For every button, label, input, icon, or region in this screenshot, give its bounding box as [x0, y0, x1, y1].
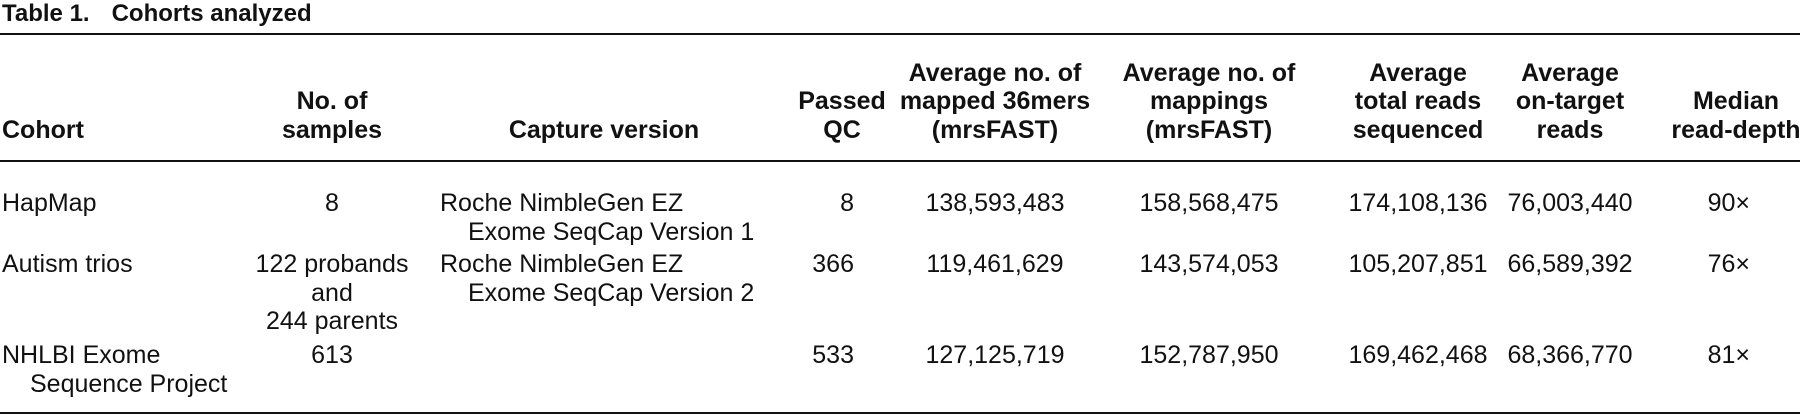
table-cell: 169,462,468	[1348, 341, 1488, 369]
column-header: on-target	[1515, 87, 1625, 116]
table-cell: 81×	[1707, 341, 1750, 369]
table-cell: 66,589,392	[1507, 250, 1633, 278]
table-cell: 613	[311, 341, 353, 369]
column-header: read-depth	[1671, 116, 1800, 144]
table-cell: HapMap	[2, 189, 97, 217]
table-cell: 76×	[1707, 250, 1750, 278]
column-header: reads	[1536, 116, 1604, 144]
column-header: Capture version	[508, 116, 700, 144]
column-header: Average no. of	[908, 58, 1082, 87]
table-cell: Exome SeqCap Version 2	[468, 278, 755, 307]
table-cell: 158,568,475	[1139, 189, 1279, 217]
table-cell: Roche NimbleGen EZ	[440, 189, 684, 217]
table-cell: 8	[325, 189, 339, 217]
table-cell: 152,787,950	[1139, 341, 1279, 369]
table-title: Table 1. Cohorts analyzed	[2, 0, 312, 28]
table-cell: 244 parents	[265, 307, 399, 336]
table-cell: 105,207,851	[1348, 250, 1488, 278]
column-header: Average no. of	[1122, 58, 1296, 87]
bottom-rule	[0, 412, 1800, 414]
column-header: mappings	[1149, 87, 1269, 116]
column-header: mapped 36mers	[899, 87, 1091, 116]
column-header: samples	[281, 116, 383, 144]
column-header: (mrsFAST)	[931, 116, 1059, 144]
table-cell: 8	[840, 189, 854, 217]
column-header: total reads	[1354, 87, 1482, 116]
table-label: Table 1.	[2, 0, 90, 27]
column-header: (mrsFAST)	[1145, 116, 1273, 144]
column-header: QC	[823, 116, 861, 144]
table-cell: 138,593,483	[925, 189, 1065, 217]
column-header: Average	[1369, 58, 1467, 87]
table-cell: 127,125,719	[925, 341, 1065, 369]
column-header: Average	[1521, 58, 1619, 87]
table-cell: Autism trios	[2, 250, 133, 278]
table-cell: 533	[812, 341, 854, 369]
column-header: Median	[1692, 87, 1780, 116]
column-header: No. of	[296, 87, 368, 116]
table-caption: Cohorts analyzed	[111, 0, 312, 27]
table-cell: 90×	[1707, 189, 1750, 217]
table-cell: 174,108,136	[1348, 189, 1488, 217]
table-cell: NHLBI Exome	[2, 341, 161, 369]
table-cell: Exome SeqCap Version 1	[468, 217, 755, 246]
table-cell: 76,003,440	[1507, 189, 1633, 217]
table-cell: 68,366,770	[1507, 341, 1633, 369]
table-cell: Sequence Project	[30, 369, 228, 398]
table-cell: Roche NimbleGen EZ	[440, 250, 684, 278]
table-cell: 366	[812, 250, 854, 278]
table-cell: 122 probands	[255, 250, 409, 278]
table-cell: 143,574,053	[1139, 250, 1279, 278]
column-header: sequenced	[1352, 116, 1484, 144]
header-rule	[0, 160, 1800, 162]
table-cell: 119,461,629	[926, 250, 1064, 278]
column-header: Cohort	[2, 116, 84, 144]
column-header: Passed	[798, 87, 886, 116]
top-rule	[0, 33, 1800, 35]
table-cell: and	[311, 278, 353, 307]
